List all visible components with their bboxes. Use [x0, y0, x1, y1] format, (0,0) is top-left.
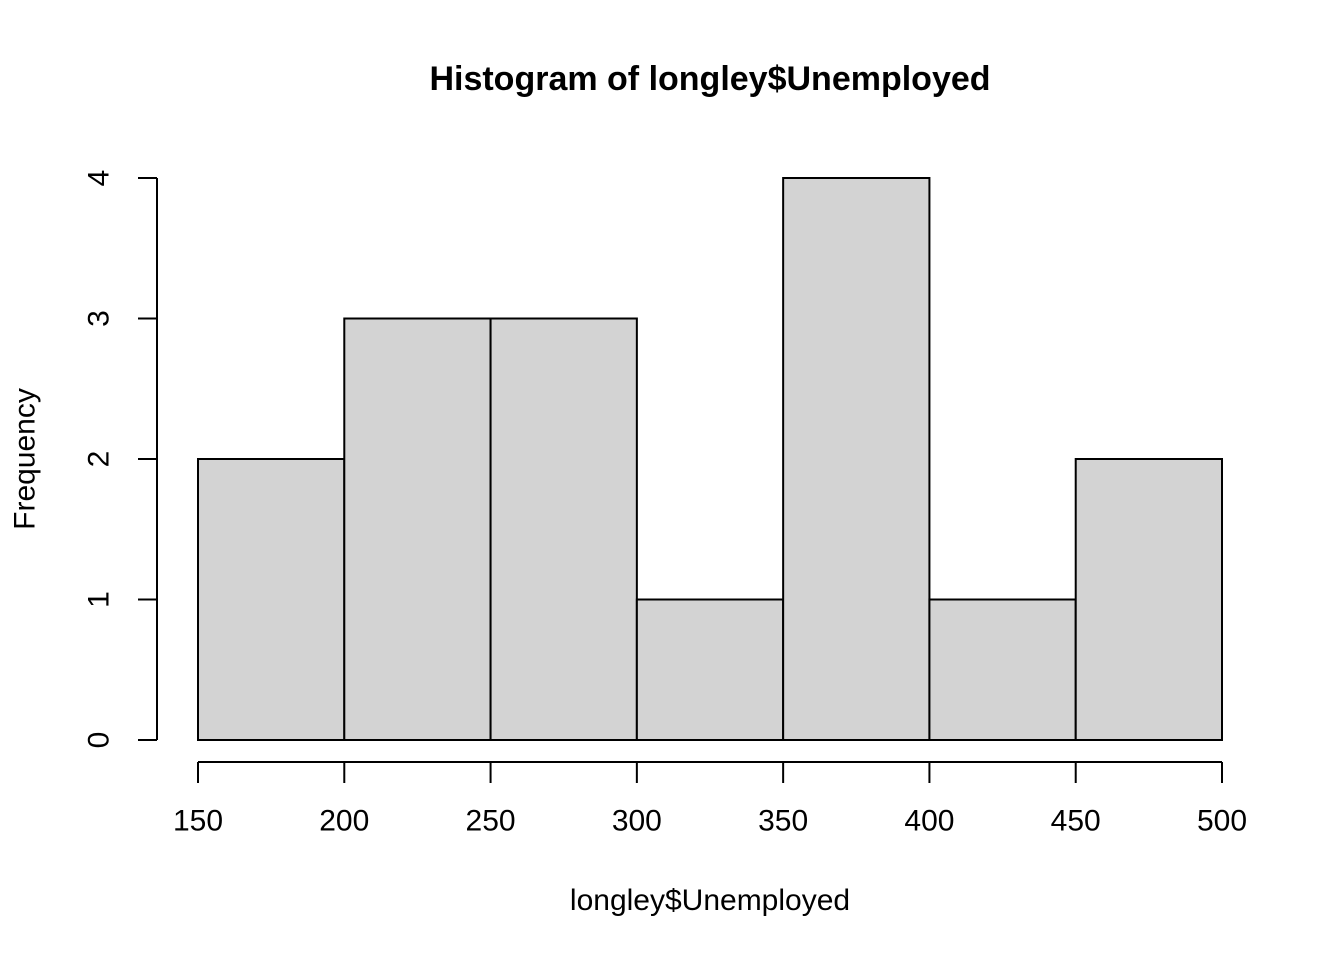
x-tick-label: 300	[612, 805, 662, 838]
x-tick-label: 450	[1051, 805, 1101, 838]
x-tick-label: 350	[758, 805, 808, 838]
x-tick-label: 150	[173, 805, 223, 838]
histogram-bar	[928, 598, 1077, 741]
histogram-bar	[489, 317, 638, 741]
y-axis-title: Frequency	[9, 388, 42, 530]
x-tick-label: 500	[1197, 805, 1247, 838]
y-tick-label: 3	[83, 310, 116, 327]
chart-title: Histogram of longley$Unemployed	[429, 60, 990, 98]
y-axis: 0 1 2 3 4	[83, 170, 158, 749]
y-tick-label: 4	[83, 170, 116, 187]
y-tick-label: 1	[83, 591, 116, 608]
histogram-bar	[635, 598, 785, 741]
histogram-bar	[1074, 458, 1223, 741]
x-tick-label: 200	[319, 805, 369, 838]
histogram-bar	[343, 317, 492, 741]
histogram-bars	[197, 177, 1223, 741]
histogram-bar	[197, 458, 346, 741]
histogram-bar	[782, 177, 931, 741]
x-axis: 150 200 250 300 350 400 450 500	[173, 761, 1247, 838]
y-tick-label: 2	[83, 451, 116, 468]
x-tick-label: 400	[904, 805, 954, 838]
x-axis-title: longley$Unemployed	[570, 884, 850, 917]
y-tick-label: 0	[83, 732, 116, 749]
x-tick-label: 250	[466, 805, 516, 838]
